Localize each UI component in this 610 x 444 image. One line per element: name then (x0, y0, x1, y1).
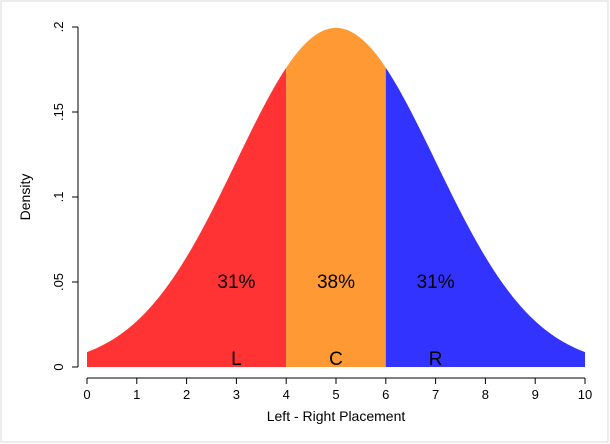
x-ticks: 0 1 2 3 4 5 6 7 8 9 10 (83, 378, 592, 402)
x-tick-label: 6 (382, 387, 389, 402)
y-ticks: 0 .05 .1 .15 .2 (51, 22, 78, 371)
x-tick-label: 10 (578, 387, 592, 402)
x-tick-label: 8 (482, 387, 489, 402)
x-tick-label: 1 (133, 387, 140, 402)
y-tick-label: 0 (51, 363, 66, 370)
x-tick-label: 0 (83, 387, 90, 402)
x-tick-label: 5 (332, 387, 339, 402)
y-tick-label: .05 (51, 273, 66, 291)
region-c-percent: 38% (317, 272, 355, 293)
x-tick-label: 2 (183, 387, 190, 402)
y-axis-title: Density (17, 174, 33, 221)
region-r-letter: R (429, 349, 443, 370)
region-l-letter: L (231, 349, 242, 370)
region-r-area (385, 67, 585, 368)
y-tick-label: .1 (51, 192, 66, 203)
region-r-percent: 31% (417, 272, 455, 293)
y-tick-label: .15 (51, 103, 66, 121)
region-c-letter: C (329, 349, 343, 370)
x-tick-label: 4 (283, 387, 290, 402)
regions-layer (87, 27, 585, 368)
region-labels-layer: 31% L 38% C 31% R (217, 272, 454, 370)
region-l-percent: 31% (217, 272, 255, 293)
x-axis-title: Left - Right Placement (267, 408, 406, 424)
x-tick-label: 3 (233, 387, 240, 402)
region-l-area (87, 67, 287, 368)
x-tick-label: 9 (532, 387, 539, 402)
region-c-area (286, 27, 386, 368)
x-tick-label: 7 (432, 387, 439, 402)
y-tick-label: .2 (51, 22, 66, 33)
